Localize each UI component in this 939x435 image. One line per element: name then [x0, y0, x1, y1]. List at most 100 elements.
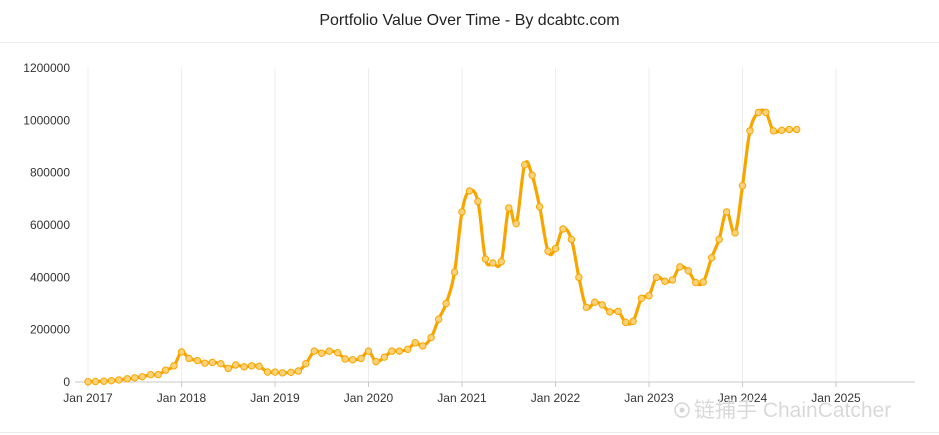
data-point[interactable]	[146, 370, 155, 379]
data-point[interactable]	[427, 333, 435, 342]
data-point[interactable]	[201, 359, 209, 367]
data-point[interactable]	[372, 357, 380, 366]
data-point[interactable]	[404, 345, 412, 353]
data-point[interactable]	[567, 235, 576, 244]
data-point[interactable]	[100, 377, 108, 385]
data-point[interactable]	[255, 362, 263, 370]
data-point[interactable]	[559, 225, 567, 233]
data-point[interactable]	[645, 291, 653, 300]
data-point[interactable]	[170, 362, 178, 370]
data-point[interactable]	[458, 208, 466, 216]
data-point[interactable]	[263, 368, 272, 376]
data-point[interactable]	[357, 354, 365, 363]
data-point[interactable]	[395, 347, 404, 355]
data-point[interactable]	[754, 108, 763, 117]
data-point[interactable]	[84, 378, 92, 386]
data-point[interactable]	[442, 299, 450, 308]
data-point[interactable]	[481, 255, 490, 263]
grid-lines	[87, 68, 837, 382]
data-point[interactable]	[208, 358, 217, 367]
data-point[interactable]	[606, 308, 614, 316]
data-point[interactable]	[668, 276, 677, 284]
data-point[interactable]	[450, 268, 459, 276]
data-point[interactable]	[707, 254, 716, 262]
data-point[interactable]	[731, 229, 739, 237]
data-point[interactable]	[551, 244, 560, 253]
data-point[interactable]	[738, 182, 747, 190]
data-point[interactable]	[294, 367, 303, 375]
data-point[interactable]	[138, 373, 146, 381]
data-point[interactable]	[348, 356, 357, 364]
data-point[interactable]	[692, 278, 700, 287]
data-point[interactable]	[489, 259, 497, 267]
data-point[interactable]	[419, 342, 427, 350]
data-point[interactable]	[676, 263, 684, 271]
data-point[interactable]	[278, 369, 287, 377]
data-point[interactable]	[271, 368, 279, 376]
data-point[interactable]	[614, 307, 622, 316]
data-point[interactable]	[582, 303, 591, 312]
data-point[interactable]	[575, 273, 583, 282]
data-point[interactable]	[652, 273, 661, 282]
data-point[interactable]	[591, 298, 599, 306]
data-point[interactable]	[661, 277, 669, 285]
data-point[interactable]	[364, 347, 373, 355]
data-point[interactable]	[115, 376, 123, 384]
data-point[interactable]	[325, 347, 333, 355]
data-point[interactable]	[177, 348, 186, 356]
data-point[interactable]	[785, 125, 793, 134]
data-point[interactable]	[746, 127, 754, 135]
y-tick-label: 800000	[30, 166, 70, 180]
data-point[interactable]	[107, 376, 116, 385]
y-axis-ticks: 0 200000 400000 600000 800000 1000000 1200000	[23, 61, 70, 389]
data-point[interactable]	[793, 125, 801, 134]
data-point[interactable]	[287, 368, 295, 377]
data-point[interactable]	[544, 247, 552, 255]
y-tick-label: 200000	[30, 323, 70, 337]
data-point[interactable]	[154, 370, 162, 379]
data-point[interactable]	[512, 219, 520, 228]
data-point[interactable]	[411, 339, 419, 347]
data-point[interactable]	[465, 187, 474, 195]
data-point[interactable]	[621, 318, 630, 327]
data-point[interactable]	[769, 127, 778, 135]
data-point[interactable]	[310, 347, 318, 355]
data-point[interactable]	[161, 366, 170, 374]
data-point[interactable]	[217, 359, 225, 368]
data-point[interactable]	[185, 354, 193, 363]
y-tick-label: 1200000	[23, 61, 70, 75]
data-point[interactable]	[762, 108, 770, 117]
x-tick-label: Jan 2024	[718, 391, 768, 405]
data-point[interactable]	[699, 278, 707, 286]
data-point[interactable]	[637, 294, 646, 302]
data-point[interactable]	[434, 315, 443, 323]
data-point[interactable]	[333, 348, 342, 357]
data-point[interactable]	[535, 202, 544, 211]
data-point[interactable]	[505, 204, 513, 212]
data-point[interactable]	[91, 377, 100, 386]
data-point[interactable]	[715, 235, 723, 244]
data-point[interactable]	[598, 301, 606, 309]
data-point[interactable]	[224, 364, 232, 373]
data-point[interactable]	[318, 349, 326, 357]
data-point[interactable]	[302, 359, 310, 368]
data-point[interactable]	[341, 355, 349, 363]
data-point[interactable]	[520, 161, 529, 169]
data-point[interactable]	[380, 353, 389, 361]
data-point[interactable]	[123, 375, 131, 383]
data-point[interactable]	[528, 171, 536, 179]
data-point[interactable]	[193, 356, 202, 365]
data-point[interactable]	[247, 362, 256, 370]
data-point[interactable]	[722, 208, 731, 216]
data-point[interactable]	[240, 363, 248, 371]
bottom-divider	[0, 432, 939, 433]
data-point[interactable]	[474, 197, 482, 206]
data-point[interactable]	[497, 257, 505, 266]
data-point[interactable]	[778, 126, 786, 134]
data-point[interactable]	[684, 267, 692, 275]
data-point[interactable]	[131, 374, 139, 382]
data-point[interactable]	[629, 317, 637, 325]
data-point[interactable]	[232, 361, 240, 369]
data-point[interactable]	[388, 347, 396, 355]
